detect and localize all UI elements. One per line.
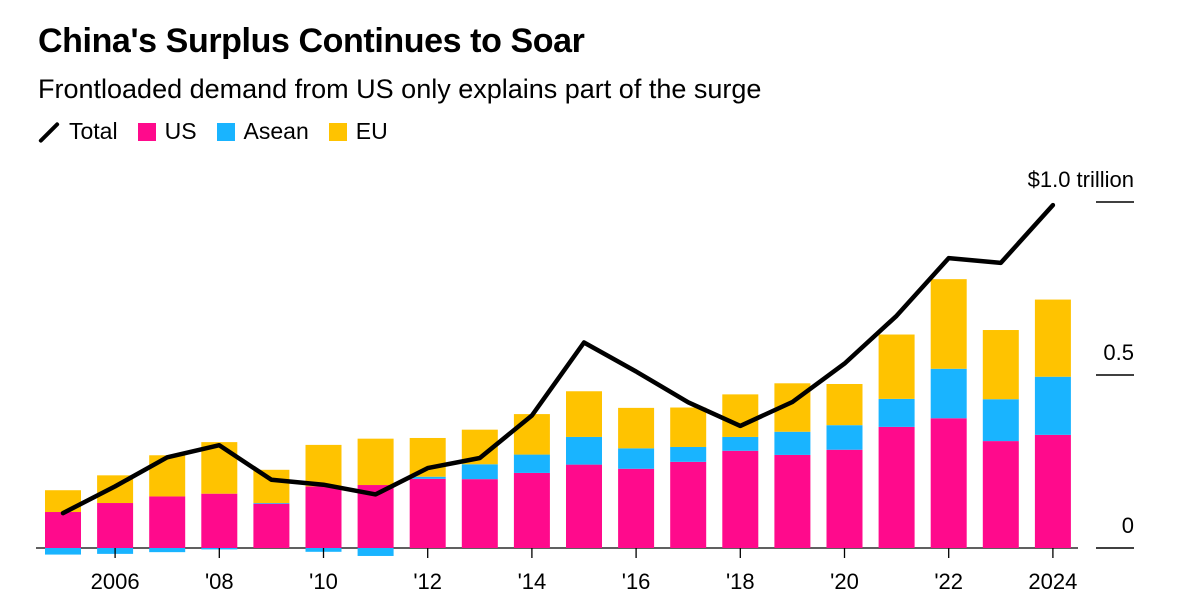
bar-segment-us-2015 — [566, 464, 602, 548]
bar-segment-eu-2024 — [1034, 299, 1071, 377]
bar-segment-us-2016 — [618, 468, 655, 548]
bar-segment-asean-2015 — [566, 436, 602, 465]
bar-segment-us-2024 — [1034, 434, 1071, 548]
bar-segment-asean-2012 — [409, 476, 446, 479]
legend: Total US Asean EU — [38, 118, 408, 145]
bar-segment-asean-2020 — [826, 425, 863, 450]
bar-segment-asean-2024 — [1034, 376, 1071, 435]
legend-item-eu: EU — [328, 118, 388, 145]
x-tick-label: '08 — [205, 569, 234, 594]
x-tick-label: '14 — [518, 569, 547, 594]
x-tick-label: '22 — [934, 569, 963, 594]
bar-segment-asean-2014 — [513, 454, 550, 473]
x-tick-label: '16 — [622, 569, 651, 594]
bar-segment-us-2005 — [45, 512, 81, 548]
bar-segment-us-2012 — [409, 478, 446, 548]
bar-segment-us-2017 — [670, 461, 707, 548]
total-line — [60, 202, 1056, 516]
bar-segment-asean-2005 — [45, 548, 81, 555]
legend-label-us: US — [164, 118, 197, 144]
y-tick-label: $1.0 trillion — [1028, 167, 1134, 192]
bar-segment-asean-2022 — [930, 368, 967, 419]
bar-segment-us-2007 — [149, 496, 186, 548]
bar-segment-eu-2016 — [618, 407, 655, 449]
bar-segment-eu-2007 — [149, 455, 186, 497]
legend-item-us: US — [137, 118, 197, 145]
swatch-icon-asean — [216, 122, 235, 141]
chart-title: China's Surplus Continues to Soar — [38, 22, 585, 60]
x-tick-label: '18 — [726, 569, 755, 594]
bar-segment-us-2009 — [253, 503, 290, 548]
bar-segment-us-2014 — [513, 472, 550, 548]
chart-subtitle: Frontloaded demand from US only explains… — [38, 74, 762, 104]
x-tick-label: '12 — [413, 569, 442, 594]
bar-segment-us-2013 — [461, 479, 498, 548]
bar-segment-us-2008 — [201, 493, 238, 548]
bar-segment-us-2006 — [97, 503, 134, 548]
bar-segment-eu-2017 — [670, 407, 707, 447]
x-tick-label: 2024 — [1028, 569, 1077, 594]
bar-segment-asean-2013 — [461, 464, 498, 480]
bar-segment-us-2023 — [982, 441, 1019, 548]
bar-segment-asean-2017 — [670, 446, 707, 462]
bar-segment-us-2018 — [722, 450, 759, 548]
legend-label-asean: Asean — [243, 118, 309, 144]
bar-segment-asean-2009 — [253, 503, 290, 504]
bar-segment-us-2022 — [930, 418, 967, 548]
swatch-icon-eu — [328, 122, 347, 141]
bar-segment-us-2010 — [305, 486, 342, 548]
swatch-icon-us — [137, 122, 156, 141]
legend-item-asean: Asean — [216, 118, 309, 145]
bar-segment-asean-2007 — [149, 548, 186, 553]
bar-segment-eu-2021 — [878, 334, 915, 399]
bar-segment-eu-2009 — [253, 469, 290, 504]
y-tick-label: 0.5 — [1103, 340, 1134, 365]
y-tick-label: 0 — [1122, 513, 1134, 538]
bar-segment-us-2021 — [878, 426, 915, 548]
x-tick-label: 2006 — [91, 569, 140, 594]
legend-item-total: Total — [38, 118, 118, 145]
bar-segment-eu-2018 — [722, 394, 759, 437]
bar-segment-eu-2014 — [513, 414, 550, 455]
bar-segment-eu-2023 — [982, 330, 1019, 400]
legend-label-total: Total — [69, 118, 118, 144]
bar-segment-eu-2020 — [826, 383, 863, 426]
bar-segment-asean-2016 — [618, 448, 655, 469]
x-tick-label: '10 — [309, 569, 338, 594]
bar-segment-eu-2011 — [357, 438, 394, 486]
bar-segment-us-2019 — [774, 454, 811, 548]
bar-segment-eu-2010 — [305, 444, 342, 487]
bar-segment-asean-2011 — [357, 548, 394, 556]
bar-segment-asean-2019 — [774, 431, 811, 455]
bar-segment-asean-2021 — [878, 398, 915, 427]
bar-segment-eu-2022 — [930, 279, 967, 369]
bar-segment-us-2020 — [826, 449, 863, 548]
bar-segment-asean-2023 — [982, 399, 1019, 442]
bar-segment-asean-2018 — [722, 436, 759, 451]
bar-segment-eu-2015 — [566, 391, 602, 437]
bar-segment-eu-2012 — [409, 437, 446, 477]
x-tick-label: '20 — [830, 569, 859, 594]
legend-label-eu: EU — [355, 118, 388, 144]
